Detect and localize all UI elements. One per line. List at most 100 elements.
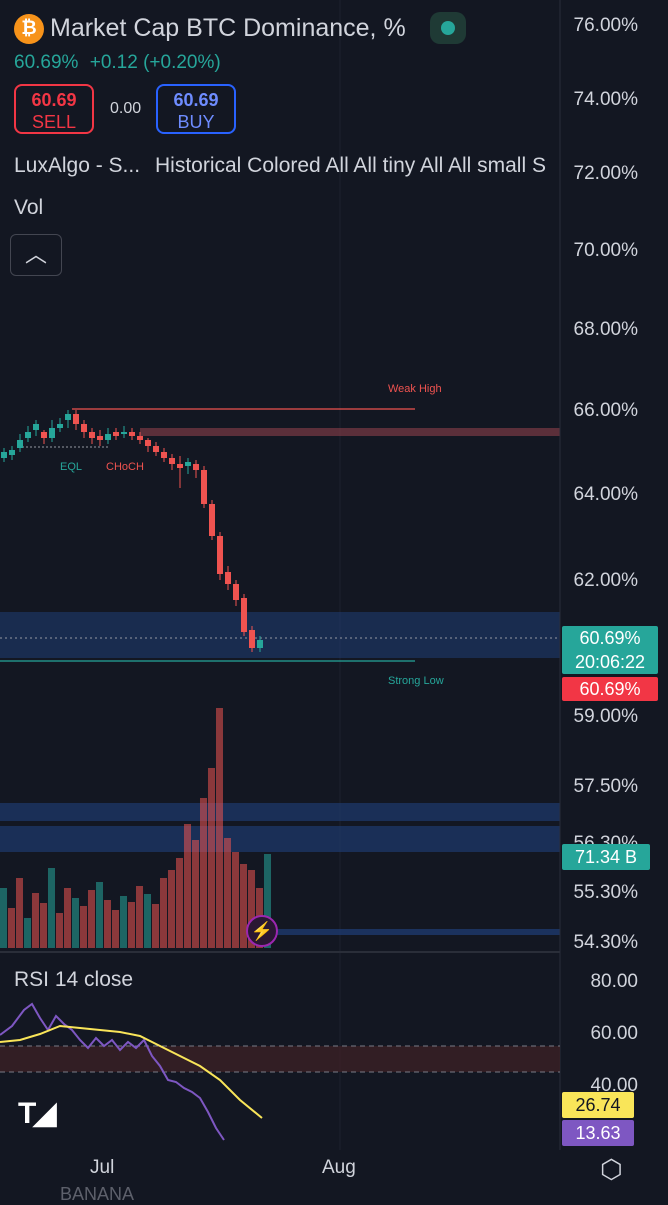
bitcoin-icon: ₿ — [14, 14, 44, 44]
volume-bar — [200, 798, 207, 948]
rsi-legend[interactable]: RSI 14 close — [14, 968, 134, 991]
rsi-tag: 13.63 — [562, 1120, 634, 1146]
settings-icon[interactable]: ⬡ — [600, 1154, 623, 1184]
candle — [137, 436, 143, 440]
volume-bar — [104, 900, 111, 948]
rsi-band — [0, 1046, 560, 1072]
candle — [41, 432, 47, 438]
market-open-icon — [441, 21, 455, 35]
symbol-title[interactable]: Market Cap BTC Dominance, % — [50, 14, 406, 42]
candle — [209, 504, 215, 536]
candle — [249, 630, 255, 648]
candle — [185, 462, 191, 466]
volume-bar — [88, 890, 95, 948]
candle — [257, 640, 263, 648]
candle — [193, 464, 199, 470]
volume-bar — [136, 886, 143, 948]
time-axis-label: Jul — [90, 1157, 115, 1178]
price-axis-label: 68.00% — [573, 319, 638, 340]
change-value: +0.12 (+0.20%) — [89, 52, 221, 73]
candle — [25, 432, 31, 438]
collapse-legend-button[interactable]: ︿ — [10, 234, 62, 276]
strong-low-label: Strong Low — [388, 675, 444, 687]
candle — [145, 440, 151, 446]
last-price: 60.69% — [14, 52, 79, 73]
candle — [65, 414, 71, 420]
choch-label: CHoCH — [106, 461, 144, 473]
candle — [201, 470, 207, 504]
volume-bar — [176, 858, 183, 948]
volume-bar — [96, 882, 103, 948]
volume-bar — [232, 852, 239, 948]
volume-bar — [216, 708, 223, 948]
candle — [113, 432, 119, 436]
candle — [1, 452, 7, 458]
candle — [153, 446, 159, 452]
volume-bar — [72, 898, 79, 948]
time-axis-label: Aug — [322, 1157, 356, 1178]
tradingview-logo: T◢ — [18, 1096, 56, 1131]
volume-zone-upper — [0, 803, 560, 821]
candle — [9, 450, 15, 455]
volume-bar — [80, 906, 87, 948]
price-axis-label: 64.00% — [573, 484, 638, 505]
candle — [105, 434, 111, 440]
price-axis-label: 72.00% — [573, 163, 638, 184]
candle — [161, 452, 167, 458]
candle — [177, 464, 183, 468]
candle — [169, 458, 175, 464]
volume-bar — [184, 824, 191, 948]
volume-zone-low — [262, 929, 560, 935]
price-axis-label: 76.00% — [573, 15, 638, 36]
volume-bar — [48, 868, 55, 948]
rsi-ma-line — [0, 1024, 263, 1119]
indicator-luxalgo[interactable]: LuxAlgo - S... — [14, 154, 141, 177]
volume-bar — [112, 910, 119, 948]
volume-bar — [152, 904, 159, 948]
indicator-settings[interactable]: Historical Colored All All tiny All All … — [155, 154, 546, 177]
rsi-ma-tag: 26.74 — [562, 1092, 634, 1118]
candle — [57, 424, 63, 428]
candle — [233, 584, 239, 600]
order-block-support — [0, 612, 560, 658]
buy-button[interactable]: 60.69 BUY — [156, 84, 236, 134]
buy-price: 60.69 — [173, 90, 219, 110]
price-change: 60.69% +0.12 (+0.20%) — [14, 52, 221, 74]
volume-bar — [16, 878, 23, 948]
candle — [241, 598, 247, 632]
volume-bar — [56, 913, 63, 948]
volume-tag: 71.34 B — [562, 844, 650, 870]
volume-bar — [128, 902, 135, 948]
volume-bar — [192, 840, 199, 948]
chevron-up-icon: ︿ — [24, 242, 47, 267]
partial-caption: BANANA — [60, 1184, 135, 1204]
volume-bar — [0, 888, 7, 948]
tradingview-logo-icon: T◢ — [18, 1097, 56, 1130]
volume-bar — [40, 903, 47, 948]
candle — [49, 428, 55, 438]
eql-label: EQL — [60, 461, 83, 473]
volume-bar — [24, 918, 31, 948]
price-axis-label: 57.50% — [573, 776, 638, 797]
bid-price-tag: 60.69% — [562, 677, 658, 701]
lightning-icon[interactable]: ⚡ — [246, 915, 278, 947]
candle — [33, 424, 39, 430]
spread-value: 0.00 — [110, 100, 142, 117]
volume-bar — [160, 878, 167, 948]
volume-bar — [224, 838, 231, 948]
indicator-vol[interactable]: Vol — [14, 196, 44, 219]
volume-bar — [264, 854, 271, 948]
candle — [81, 424, 87, 432]
buy-label: BUY — [177, 112, 215, 132]
volume-bar — [64, 888, 71, 948]
rsi-axis-label: 60.00 — [590, 1023, 638, 1044]
sell-label: SELL — [31, 112, 77, 132]
candle — [225, 572, 231, 584]
volume-bar — [240, 864, 247, 948]
sell-button[interactable]: 60.69 SELL — [14, 84, 94, 134]
rsi-axis-label: 80.00 — [590, 971, 638, 992]
rsi-line — [0, 1002, 225, 1141]
volume-bar — [208, 768, 215, 948]
price-axis-label: 54.30% — [573, 932, 638, 953]
